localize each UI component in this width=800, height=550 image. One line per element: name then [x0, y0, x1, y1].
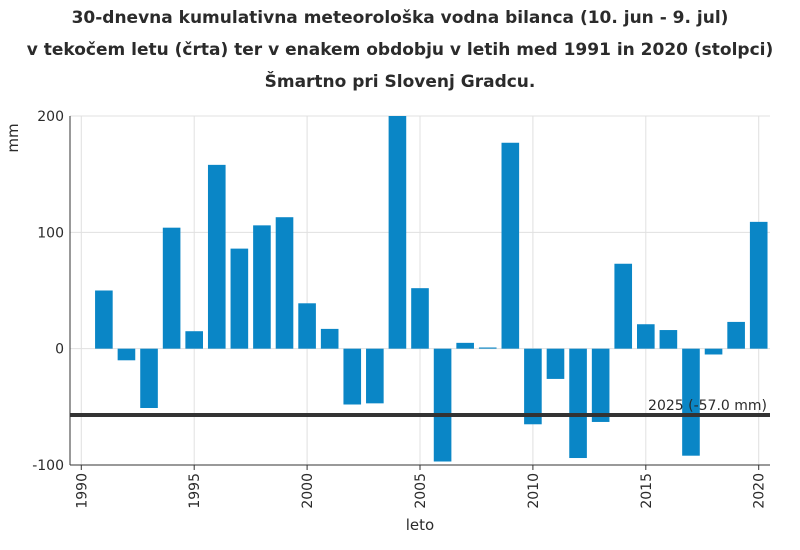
title-line-3: Šmartno pri Slovenj Gradcu. — [265, 70, 536, 92]
bar-2011 — [546, 348, 565, 379]
bar-2017 — [682, 348, 700, 456]
reference-line-group: 2025 (-57.0 mm) — [70, 398, 770, 417]
bar-1993 — [140, 348, 158, 408]
bar-2012 — [569, 348, 587, 459]
bar-1991 — [95, 290, 113, 349]
bar-2001 — [320, 328, 339, 349]
bar-2016 — [659, 330, 678, 349]
bar-2019 — [727, 321, 745, 349]
bar-1995 — [185, 331, 203, 349]
y-tick-label: -100 — [32, 458, 64, 474]
bar-2009 — [501, 142, 520, 349]
bar-2002 — [343, 348, 362, 405]
bar-2003 — [366, 348, 384, 404]
x-tick-label: 1990 — [74, 473, 90, 509]
bar-1992 — [117, 348, 136, 361]
y-axis-label: mm — [4, 123, 22, 152]
title-line-1: 30-dnevna kumulativna meteorološka vodna… — [72, 8, 729, 28]
bar-2007 — [456, 342, 474, 349]
reference-line-label: 2025 (-57.0 mm) — [648, 398, 767, 414]
chart-title: 30-dnevna kumulativna meteorološka vodna… — [27, 8, 774, 92]
axes: -100 0 100 200 1990 1995 2000 2005 2010 2015 2020 — [32, 109, 770, 509]
bar-2010 — [524, 348, 542, 425]
bars — [95, 116, 768, 462]
bar-1996 — [207, 164, 226, 349]
y-tick-label: 100 — [37, 225, 64, 241]
x-tick-label: 2005 — [413, 473, 429, 509]
bar-1997 — [230, 248, 249, 349]
bar-2013 — [591, 348, 610, 422]
title-line-2: v tekočem letu (črta) ter v enakem obdob… — [27, 40, 774, 60]
bar-2004 — [388, 116, 407, 349]
bar-2015 — [637, 324, 655, 349]
bar-2008 — [478, 347, 497, 349]
bar-2020 — [749, 221, 768, 349]
x-tick-label: 1995 — [187, 473, 203, 509]
bar-1994 — [162, 227, 181, 349]
x-tick-label: 2015 — [639, 473, 655, 509]
x-axis-label: leto — [406, 516, 434, 534]
bar-2000 — [298, 303, 316, 349]
bar-2014 — [614, 263, 633, 349]
bar-1999 — [275, 217, 294, 349]
y-tick-label: 200 — [37, 109, 64, 125]
bar-2005 — [411, 288, 429, 349]
x-tick-label: 2000 — [300, 473, 316, 509]
x-tick-label: 2010 — [526, 473, 542, 509]
x-tick-label: 2020 — [752, 473, 768, 509]
bar-2006 — [433, 348, 452, 462]
bar-2018 — [704, 348, 723, 355]
y-tick-label: 0 — [55, 342, 64, 358]
bar-1998 — [253, 225, 271, 349]
